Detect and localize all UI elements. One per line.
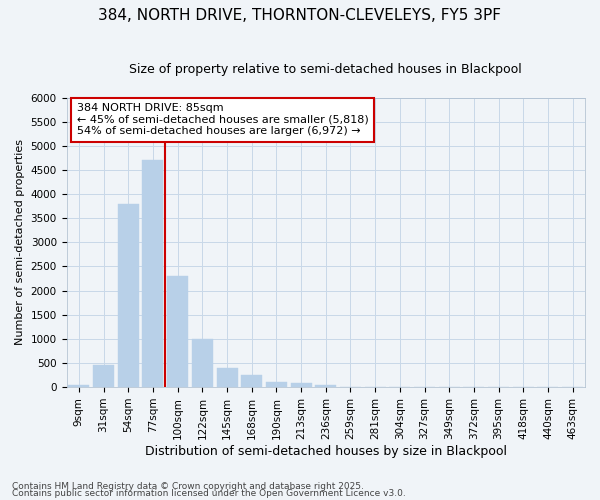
Bar: [118, 204, 139, 387]
Text: Contains HM Land Registry data © Crown copyright and database right 2025.: Contains HM Land Registry data © Crown c…: [12, 482, 364, 491]
Text: 384 NORTH DRIVE: 85sqm
← 45% of semi-detached houses are smaller (5,818)
54% of : 384 NORTH DRIVE: 85sqm ← 45% of semi-det…: [77, 104, 368, 136]
Bar: [315, 384, 336, 387]
Text: 384, NORTH DRIVE, THORNTON-CLEVELEYS, FY5 3PF: 384, NORTH DRIVE, THORNTON-CLEVELEYS, FY…: [98, 8, 502, 22]
X-axis label: Distribution of semi-detached houses by size in Blackpool: Distribution of semi-detached houses by …: [145, 444, 507, 458]
Bar: [142, 160, 163, 387]
Bar: [241, 375, 262, 387]
Bar: [93, 366, 114, 387]
Bar: [192, 339, 213, 387]
Bar: [266, 382, 287, 387]
Y-axis label: Number of semi-detached properties: Number of semi-detached properties: [15, 140, 25, 346]
Bar: [167, 276, 188, 387]
Bar: [217, 368, 238, 387]
Title: Size of property relative to semi-detached houses in Blackpool: Size of property relative to semi-detach…: [130, 62, 522, 76]
Bar: [290, 383, 311, 387]
Bar: [68, 385, 89, 387]
Text: Contains public sector information licensed under the Open Government Licence v3: Contains public sector information licen…: [12, 490, 406, 498]
